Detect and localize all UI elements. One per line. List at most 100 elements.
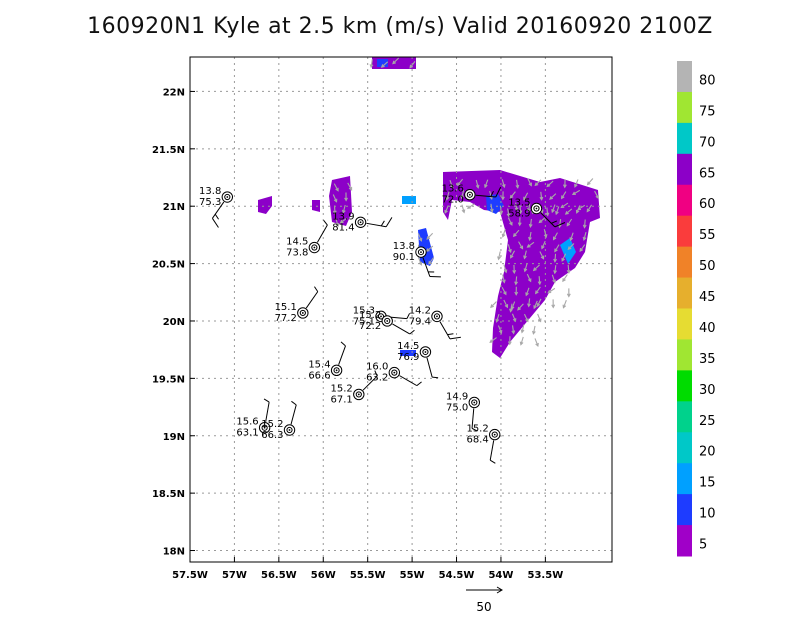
observation-station: 13.890.1 xyxy=(393,241,441,278)
wind-vector xyxy=(490,301,497,308)
wind-barb-flag xyxy=(211,218,219,228)
colorbar-swatch xyxy=(677,308,692,340)
wind-vector-head xyxy=(512,270,517,275)
wind-barb-flag xyxy=(214,213,219,220)
observation-station: 15.663.1 xyxy=(236,398,271,439)
lat-tick-label: 19N xyxy=(163,432,185,443)
observation-station: 15.272.2 xyxy=(359,310,415,335)
wind-vector-head xyxy=(456,182,461,187)
wind-vector xyxy=(523,313,529,322)
wind-vector xyxy=(515,276,518,285)
station-value-bottom: 66.6 xyxy=(308,370,330,381)
wind-vector xyxy=(524,263,528,272)
wind-vector-head xyxy=(501,279,506,284)
wind-vector-head xyxy=(595,195,599,200)
wind-vector-head xyxy=(586,181,591,186)
wind-vector xyxy=(484,179,489,188)
wind-vector-head xyxy=(541,245,545,250)
wind-vector xyxy=(535,286,541,294)
wind-vector-head xyxy=(528,223,533,228)
wind-vector-head xyxy=(508,248,512,254)
colorbar-swatch xyxy=(677,91,692,124)
station-value-bottom: 72.2 xyxy=(359,321,381,332)
wind-vector-head xyxy=(553,270,557,275)
wind-vector xyxy=(511,313,516,322)
wind-vector-head xyxy=(512,233,517,238)
wind-barb-staff xyxy=(422,257,431,277)
wind-vector xyxy=(496,313,500,322)
shading-patch xyxy=(402,196,416,204)
colorbar-swatch xyxy=(677,184,692,217)
wind-vector xyxy=(332,194,338,202)
wind-vector-head xyxy=(527,303,531,308)
wind-vector xyxy=(498,251,501,260)
shading-blue-core xyxy=(560,238,576,264)
wind-vector-head xyxy=(501,196,505,201)
wind-vector xyxy=(333,183,339,191)
station-dot xyxy=(263,426,266,429)
station-value-bottom: 79.4 xyxy=(409,316,431,327)
colorbar-swatch xyxy=(677,61,692,93)
lat-lon-grid xyxy=(190,57,612,562)
station-value-top: 14.5 xyxy=(397,341,419,352)
wind-vector xyxy=(417,257,422,265)
wind-vector-head xyxy=(461,209,466,214)
station-value-bottom: 72.0 xyxy=(442,195,464,206)
station-value-top: 15.6 xyxy=(236,417,258,428)
wind-vector xyxy=(525,287,530,296)
wind-vector-head xyxy=(528,236,532,242)
wind-vector-head xyxy=(460,194,465,200)
lat-tick-label: 18N xyxy=(163,547,185,558)
wind-vector xyxy=(518,241,524,249)
wind-vector xyxy=(555,206,560,215)
station-value-top: 15.2 xyxy=(359,310,381,321)
wind-vector-head xyxy=(569,237,574,242)
wind-vector xyxy=(381,61,389,68)
wind-barb-flag xyxy=(380,220,385,227)
wind-vector-head xyxy=(495,318,500,323)
wind-vector-head xyxy=(582,236,587,241)
wind-vector-head xyxy=(566,269,571,274)
colorbar-swatch xyxy=(677,339,692,371)
wind-barb-staff xyxy=(290,404,297,425)
wind-vector xyxy=(461,190,465,199)
top-shading-patch xyxy=(377,59,388,67)
wind-vector xyxy=(567,264,570,273)
wind-vector-arrows xyxy=(332,57,599,348)
wind-vector xyxy=(370,59,373,68)
wind-barb-flag xyxy=(406,313,411,319)
wind-vector xyxy=(347,182,353,191)
wind-vector xyxy=(426,232,434,240)
wind-vector xyxy=(446,191,450,200)
wind-vector-head xyxy=(549,196,554,200)
wind-vector xyxy=(475,179,479,188)
wind-vector xyxy=(587,178,594,185)
wind-vector-head xyxy=(535,290,539,295)
lon-tick-label: 57.5W xyxy=(172,570,208,581)
wind-vector xyxy=(507,217,513,226)
wind-vector-head xyxy=(538,219,543,224)
wind-vector-head xyxy=(466,205,471,209)
wind-vector-head xyxy=(335,222,340,228)
wind-vector xyxy=(510,191,516,199)
wind-vector xyxy=(489,190,493,200)
station-ring xyxy=(286,426,293,434)
wind-vector-head xyxy=(562,278,566,283)
wind-vector-head xyxy=(523,268,528,273)
wind-vector-head xyxy=(533,305,537,310)
wind-vector-head xyxy=(546,183,551,188)
station-ring xyxy=(417,249,425,256)
wind-vector-head xyxy=(536,303,541,308)
colorbar-label: 45 xyxy=(699,290,716,305)
colorbar-label: 30 xyxy=(699,383,716,398)
wind-vector xyxy=(501,287,507,295)
wind-vector xyxy=(534,179,542,186)
wind-barb-flag xyxy=(449,336,461,340)
wind-vector-head xyxy=(509,308,513,313)
wind-barb-flag xyxy=(409,329,415,335)
wind-vector-head xyxy=(332,210,337,215)
wind-vector xyxy=(554,253,557,262)
wind-vector-head xyxy=(574,183,578,188)
wind-vector-head xyxy=(554,248,558,253)
wind-vector xyxy=(528,298,531,307)
